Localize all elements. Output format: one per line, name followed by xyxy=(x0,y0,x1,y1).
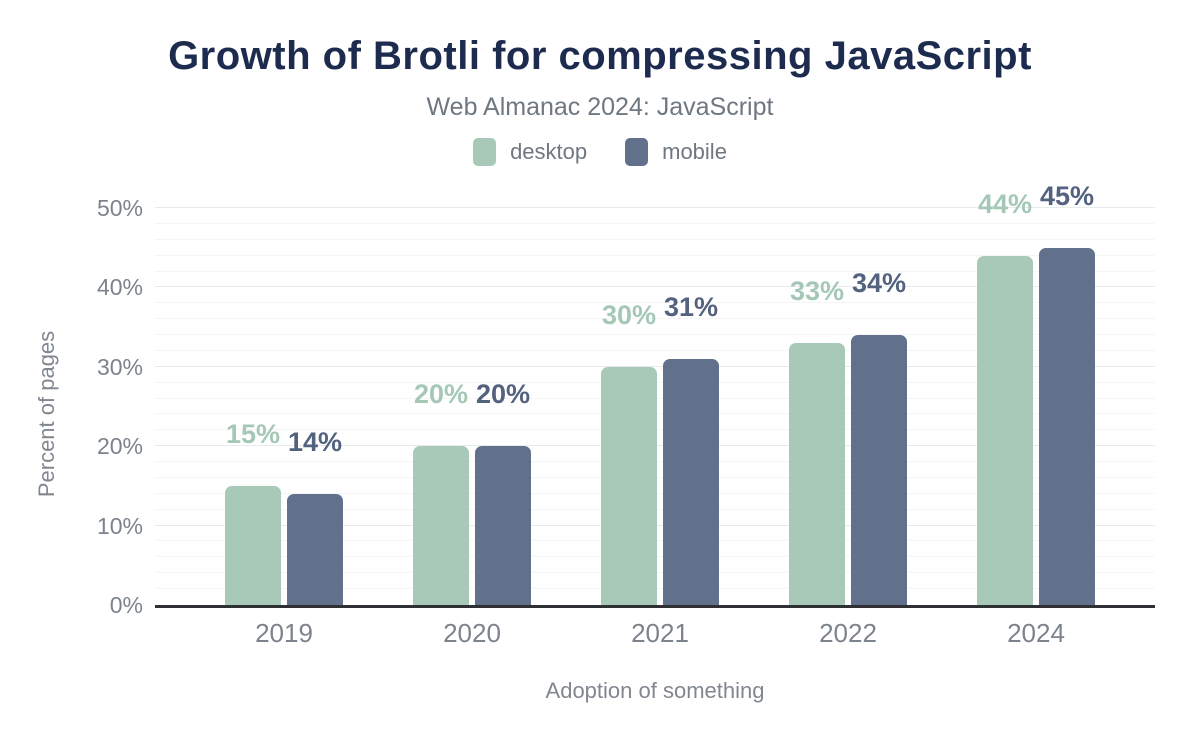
gridline xyxy=(155,365,1155,367)
bar-mobile-2021[interactable] xyxy=(663,358,719,605)
bar-desktop-2019[interactable] xyxy=(225,485,281,605)
gridline xyxy=(155,222,1155,224)
bar-column-mobile-2024: 45% xyxy=(1039,181,1095,605)
bar-desktop-2024[interactable] xyxy=(977,255,1033,605)
gridline xyxy=(155,286,1155,288)
legend-label-desktop: desktop xyxy=(510,139,588,164)
y-tick-label: 40% xyxy=(96,274,143,301)
chart-subtitle: Web Almanac 2024: JavaScript xyxy=(426,93,774,121)
x-tick-label-2021: 2021 xyxy=(631,618,689,648)
bar-column-mobile-2019: 14% xyxy=(287,208,343,605)
bar-desktop-2021[interactable] xyxy=(601,366,657,605)
gridline xyxy=(155,270,1155,272)
bar-mobile-2019[interactable] xyxy=(287,493,343,605)
bar-label-mobile-2020: 20% xyxy=(475,379,531,410)
bar-label-desktop-2019: 15% xyxy=(225,418,281,449)
legend: desktop mobile xyxy=(0,138,1200,166)
x-tick-label-2019: 2019 xyxy=(255,618,313,648)
bar-label-mobile-2021: 31% xyxy=(663,291,719,322)
y-tick-label: 10% xyxy=(96,512,143,539)
bar-group-2024: 44% 45% 2024 xyxy=(977,181,1095,648)
bar-column-desktop-2024: 44% xyxy=(977,189,1033,605)
bar-group-2020: 20% 20% 2020 xyxy=(413,208,531,648)
y-tick-label: 0% xyxy=(109,592,143,618)
bar-label-mobile-2019: 14% xyxy=(287,426,343,457)
bar-group-2019: 15% 14% 2019 xyxy=(225,208,343,648)
bar-label-mobile-2024: 45% xyxy=(1039,180,1095,211)
legend-label-mobile: mobile xyxy=(662,139,727,164)
bar-group-2022: 33% 34% 2022 xyxy=(789,208,907,648)
bar-mobile-2022[interactable] xyxy=(851,335,907,605)
bar-column-desktop-2022: 33% xyxy=(789,208,845,605)
bar-mobile-2020[interactable] xyxy=(475,446,531,605)
gridline xyxy=(155,318,1155,320)
legend-item-mobile[interactable]: mobile xyxy=(625,138,727,166)
bar-label-mobile-2022: 34% xyxy=(851,268,907,299)
legend-item-desktop[interactable]: desktop xyxy=(473,138,587,166)
desktop-series-swatch-icon xyxy=(473,138,497,166)
x-axis-title: Adoption of something xyxy=(545,678,765,703)
bar-desktop-2020[interactable] xyxy=(413,446,469,605)
gridline xyxy=(155,349,1155,351)
bar-column-mobile-2022: 34% xyxy=(851,208,907,605)
bar-label-desktop-2021: 30% xyxy=(601,299,657,330)
bar-desktop-2022[interactable] xyxy=(789,342,845,605)
x-tick-label-2020: 2020 xyxy=(443,618,501,648)
mobile-series-swatch-icon xyxy=(625,138,649,166)
bar-label-desktop-2024: 44% xyxy=(977,188,1033,219)
y-tick-label: 30% xyxy=(96,353,143,380)
plot-area: 15% 14% 2019 20% 20% 2020 30% 31% 2021 33% 34% 2022… xyxy=(155,181,1155,648)
gridline xyxy=(155,207,1155,208)
bar-column-desktop-2021: 30% xyxy=(601,208,657,605)
x-tick-label-2022: 2022 xyxy=(819,618,877,648)
bar-column-desktop-2020: 20% xyxy=(413,208,469,605)
gridline xyxy=(155,238,1155,240)
bar-column-desktop-2019: 15% xyxy=(225,208,281,605)
gridline xyxy=(155,254,1155,256)
bar-column-mobile-2021: 31% xyxy=(663,208,719,605)
gridline xyxy=(155,334,1155,336)
y-tick-label: 50% xyxy=(96,195,143,221)
bar-label-desktop-2020: 20% xyxy=(413,379,469,410)
chart-title: Growth of Brotli for compressing JavaScr… xyxy=(168,34,1032,78)
gridline xyxy=(155,302,1155,304)
y-tick-label: 20% xyxy=(96,433,143,460)
bar-label-desktop-2022: 33% xyxy=(789,275,845,306)
bar-mobile-2024[interactable] xyxy=(1039,247,1095,605)
x-tick-label-2024: 2024 xyxy=(1007,618,1065,648)
bar-group-2021: 30% 31% 2021 xyxy=(601,208,719,648)
bar-column-mobile-2020: 20% xyxy=(475,208,531,605)
